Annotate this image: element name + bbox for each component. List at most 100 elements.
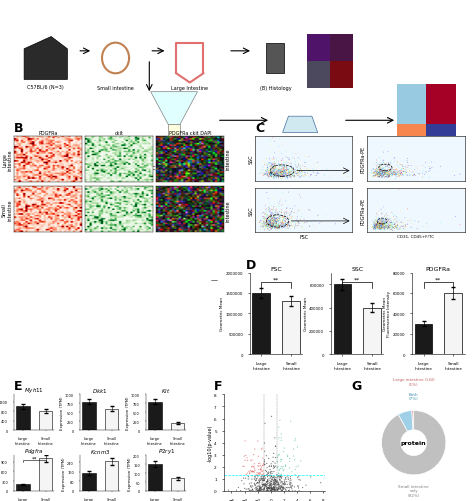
Point	[268, 215, 275, 223]
Point	[267, 223, 274, 231]
Point	[377, 226, 384, 234]
Point	[275, 483, 283, 491]
Point	[263, 170, 271, 178]
Text: D: D	[246, 259, 256, 272]
Point	[258, 486, 266, 494]
Point	[385, 166, 393, 174]
Point	[380, 165, 388, 173]
Point	[272, 212, 280, 220]
Point	[387, 157, 395, 165]
Point	[391, 225, 398, 233]
Point	[263, 221, 270, 229]
Point	[290, 173, 298, 181]
Point	[287, 170, 295, 178]
Point	[272, 222, 280, 230]
Point	[373, 220, 381, 228]
Point	[262, 217, 269, 225]
Point	[247, 482, 255, 490]
Point	[255, 218, 263, 226]
Point	[373, 172, 381, 180]
Point	[396, 160, 403, 168]
Bar	[415, 324, 432, 355]
Point	[415, 170, 423, 178]
Point	[269, 214, 276, 222]
Point	[394, 225, 401, 233]
Point	[264, 486, 272, 494]
Point	[294, 219, 302, 227]
Point	[288, 482, 296, 490]
Point	[373, 162, 381, 170]
Point	[378, 221, 386, 229]
Point	[376, 168, 384, 176]
Point	[382, 166, 389, 174]
Point	[264, 477, 271, 485]
Point	[256, 469, 264, 477]
Point	[270, 169, 277, 177]
Point	[312, 224, 320, 232]
Point	[382, 171, 389, 179]
Point	[283, 171, 290, 179]
Point	[266, 482, 273, 490]
Point	[272, 172, 280, 180]
Point	[244, 469, 251, 477]
Point	[261, 419, 269, 427]
Point	[282, 215, 290, 223]
Point	[379, 171, 387, 179]
Point	[374, 219, 381, 227]
Point	[273, 217, 280, 225]
Point	[278, 168, 285, 176]
Title: ckit: ckit	[115, 131, 123, 136]
Point	[274, 480, 282, 488]
Point	[386, 224, 394, 232]
Point	[271, 219, 279, 227]
Text: **: **	[31, 455, 37, 460]
Point	[261, 471, 269, 479]
Point	[285, 168, 293, 176]
Point	[401, 222, 409, 230]
Point	[301, 172, 308, 180]
Point	[278, 157, 286, 165]
Point	[287, 222, 294, 230]
Point	[267, 223, 275, 231]
Point	[272, 220, 279, 228]
Point	[377, 223, 385, 231]
Point	[283, 221, 290, 229]
Point	[380, 223, 388, 231]
Point	[381, 227, 388, 235]
Point	[260, 226, 268, 234]
Point	[278, 165, 285, 173]
Point	[285, 169, 292, 177]
Point	[390, 166, 398, 174]
Point	[273, 222, 281, 230]
Point	[419, 167, 427, 175]
Point	[297, 457, 304, 465]
Point	[372, 223, 379, 231]
Point	[390, 171, 398, 179]
Point	[391, 158, 399, 166]
Point	[277, 222, 284, 230]
Point	[294, 218, 302, 226]
Point	[372, 171, 380, 179]
Point	[378, 222, 385, 230]
Point	[384, 168, 392, 176]
Point	[269, 221, 276, 229]
Point	[393, 219, 401, 227]
Point	[376, 222, 383, 230]
Point	[273, 169, 281, 177]
Point	[273, 480, 281, 488]
Point	[381, 171, 388, 179]
Point	[271, 221, 278, 229]
Text: C: C	[255, 122, 264, 135]
Bar	[148, 464, 162, 491]
Point	[287, 219, 294, 227]
Point	[267, 217, 274, 225]
Point	[270, 213, 277, 221]
Point	[283, 480, 291, 488]
Point	[263, 189, 271, 197]
Point	[260, 486, 267, 494]
Point	[259, 467, 266, 475]
Point	[275, 167, 283, 175]
Point	[279, 214, 286, 222]
Point	[268, 223, 276, 231]
X-axis label: CD31, CD45+F/TC: CD31, CD45+F/TC	[397, 234, 434, 238]
